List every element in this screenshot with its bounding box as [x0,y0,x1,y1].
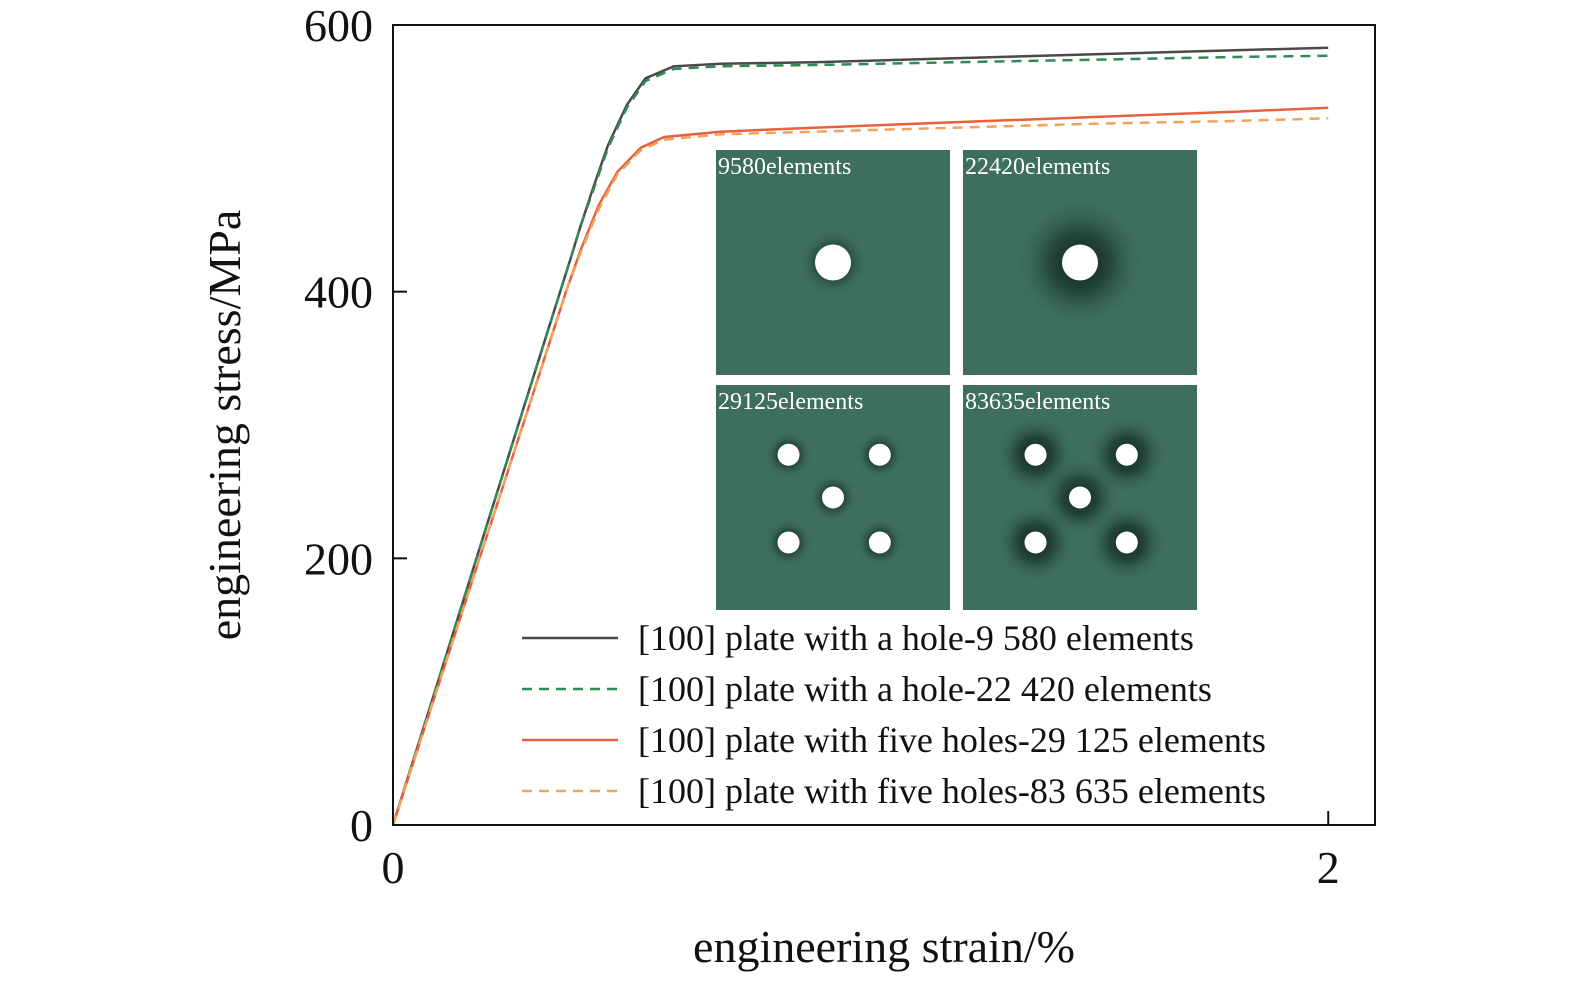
inset-panel-label: 22420elements [965,154,1110,180]
series-line-2 [393,54,1329,825]
hole [868,443,891,466]
y-tick-label: 200 [304,533,373,584]
series-lines [393,46,1329,825]
x-tick-label: 2 [1317,842,1340,893]
y-tick-label: 0 [350,800,373,851]
hole [777,443,800,466]
inset-panel-1: 9580elements [716,150,950,375]
y-tick-label: 600 [304,0,373,51]
legend: [100] plate with a hole-9 580 elements [1… [522,618,1266,811]
legend-label: [100] plate with a hole-9 580 elements [638,618,1194,658]
mesh-inset-panels: 9580elements 22420elements 29125elements 83… [716,150,1197,610]
legend-label: [100] plate with five holes-83 635 eleme… [638,771,1266,811]
legend-entry-2: [100] plate with a hole-22 420 elements [522,669,1212,709]
hole [1024,531,1047,554]
inset-panel-label: 83635elements [965,389,1110,415]
inset-panel-4: 83635elements [963,385,1197,610]
plot-frame [392,24,1376,826]
y-axis-title: engineering stress/MPa [199,210,250,641]
hole [815,244,851,281]
hole [1062,244,1098,281]
legend-label: [100] plate with five holes-29 125 eleme… [638,720,1266,760]
inset-panel-label: 9580elements [718,154,851,180]
legend-entry-3: [100] plate with five holes-29 125 eleme… [522,720,1266,760]
hole [777,531,800,554]
series-line-4 [393,117,1329,825]
hole [822,486,844,509]
inset-panel-2: 22420elements [963,150,1197,375]
hole [868,531,891,554]
x-axis-title: engineering strain/% [693,921,1075,972]
legend-entry-1: [100] plate with a hole-9 580 elements [522,618,1194,658]
axes: 0 200 400 600 0 2 [304,0,1376,893]
legend-label: [100] plate with a hole-22 420 elements [638,669,1212,709]
legend-entry-4: [100] plate with five holes-83 635 eleme… [522,771,1266,811]
hole [1115,531,1138,554]
hole [1024,443,1047,466]
x-tick-label: 0 [382,842,405,893]
hole [1069,486,1091,509]
inset-panel-3: 29125elements [716,385,950,610]
hole [1115,443,1138,466]
inset-panel-label: 29125elements [718,389,863,415]
y-tick-label: 400 [304,267,373,318]
